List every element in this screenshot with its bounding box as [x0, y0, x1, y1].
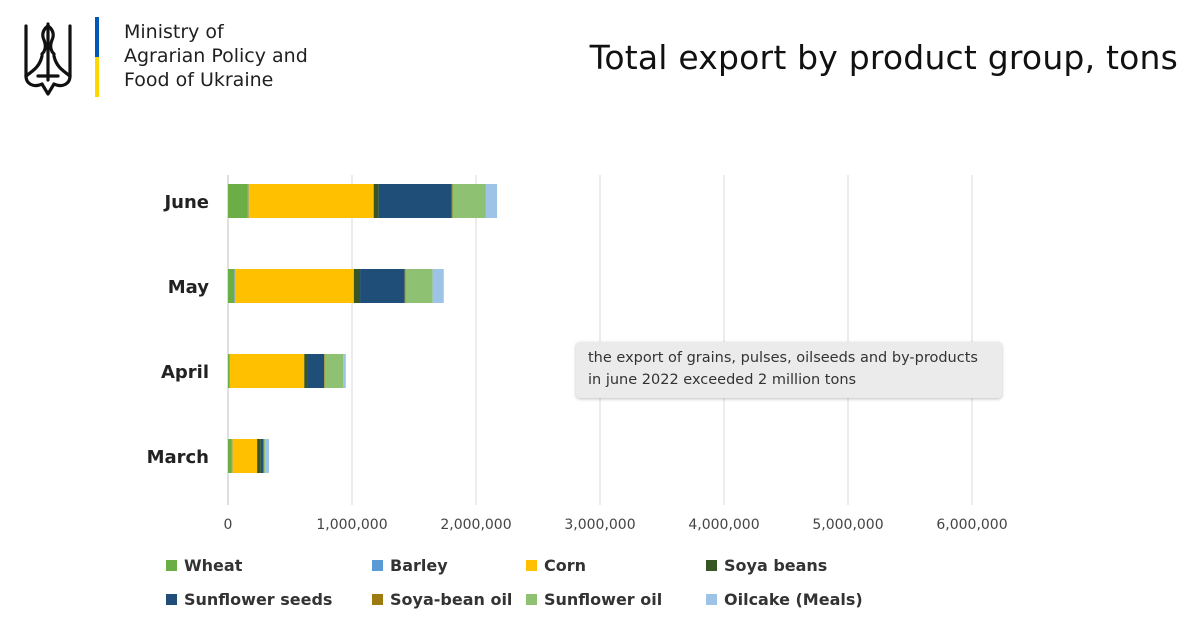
bar-segment: [451, 184, 453, 218]
bar-segment: [229, 354, 305, 388]
ministry-line: Food of Ukraine: [124, 69, 274, 91]
bar-segment: [404, 269, 406, 303]
bar-segment: [263, 439, 265, 473]
x-tick-label: 1,000,000: [316, 517, 387, 533]
bar-segment: [373, 184, 379, 218]
legend-swatch: [526, 560, 537, 571]
bar-segment: [234, 269, 235, 303]
legend-swatch: [372, 560, 383, 571]
bar-segment: [307, 354, 325, 388]
legend-label: Wheat: [184, 556, 243, 575]
bar-segment: [405, 269, 433, 303]
bar-segment: [234, 269, 354, 303]
ministry-name: Ministry of Agrarian Policy and Food of …: [124, 20, 308, 92]
x-tick-label: 2,000,000: [440, 517, 511, 533]
bar-segment: [229, 354, 231, 388]
category-label: April: [161, 362, 209, 383]
trident-icon: [24, 22, 72, 96]
legend-label: Soya beans: [724, 556, 828, 575]
bar-segment: [228, 354, 230, 388]
legend-swatch: [706, 560, 717, 571]
category-label: June: [162, 192, 209, 213]
bar-segment: [324, 354, 344, 388]
chart-legend: Wheat Barley Corn Soya beans Sunflower seeds…: [166, 556, 1026, 620]
ministry-line: Agrarian Policy and: [124, 45, 308, 67]
ukraine-flag-bar: [95, 17, 99, 97]
ministry-line: Ministry of: [124, 21, 224, 43]
legend-swatch: [372, 594, 383, 605]
legend-item: Sunflower oil: [526, 590, 662, 609]
x-tick-label: 6,000,000: [936, 517, 1007, 533]
legend-label: Sunflower seeds: [184, 590, 333, 609]
x-tick-label: 4,000,000: [688, 517, 759, 533]
bar-segment: [378, 184, 452, 218]
bar-segment: [228, 269, 235, 303]
legend-swatch: [706, 594, 717, 605]
legend-item: Oilcake (Meals): [706, 590, 863, 609]
category-label: May: [168, 277, 210, 298]
legend-swatch: [526, 594, 537, 605]
x-tick-label: 5,000,000: [812, 517, 883, 533]
legend-item: Wheat: [166, 556, 242, 575]
legend-label: Sunflower oil: [544, 590, 663, 609]
bar-segment: [353, 269, 361, 303]
bar-segment: [485, 184, 498, 218]
legend-item: Sunflower seeds: [166, 590, 332, 609]
bar-segment: [257, 439, 261, 473]
bar-segment: [360, 269, 405, 303]
x-tick-label: 3,000,000: [564, 517, 635, 533]
bar-segment: [432, 269, 444, 303]
bar-segment: [324, 354, 325, 388]
bar-segment: [231, 439, 233, 473]
legend-swatch: [166, 594, 177, 605]
legend-label: Barley: [390, 556, 448, 575]
legend-label: Soya-bean oil: [390, 590, 513, 609]
bar-segment: [304, 354, 308, 388]
legend-item: Barley: [372, 556, 448, 575]
bar-segment: [247, 184, 249, 218]
legend-swatch: [166, 560, 177, 571]
chart-title: Total export by product group, tons: [589, 38, 1178, 77]
bar-segment: [263, 439, 266, 473]
legend-item: Corn: [526, 556, 586, 575]
bar-segment: [232, 439, 258, 473]
annotation-callout: the export of grains, pulses, oilseeds a…: [576, 342, 1002, 398]
bar-segment: [248, 184, 374, 218]
legend-item: Soya beans: [706, 556, 827, 575]
bar-segment: [228, 184, 248, 218]
legend-label: Corn: [544, 556, 587, 575]
bar-segment: [228, 439, 232, 473]
bar-segment: [265, 439, 269, 473]
bar-segment: [343, 354, 346, 388]
bar-segment: [260, 439, 264, 473]
bar-segment: [452, 184, 486, 218]
x-tick-label: 0: [224, 517, 233, 533]
legend-label: Oilcake (Meals): [724, 590, 863, 609]
legend-item: Soya-bean oil: [372, 590, 512, 609]
category-label: March: [147, 447, 209, 468]
